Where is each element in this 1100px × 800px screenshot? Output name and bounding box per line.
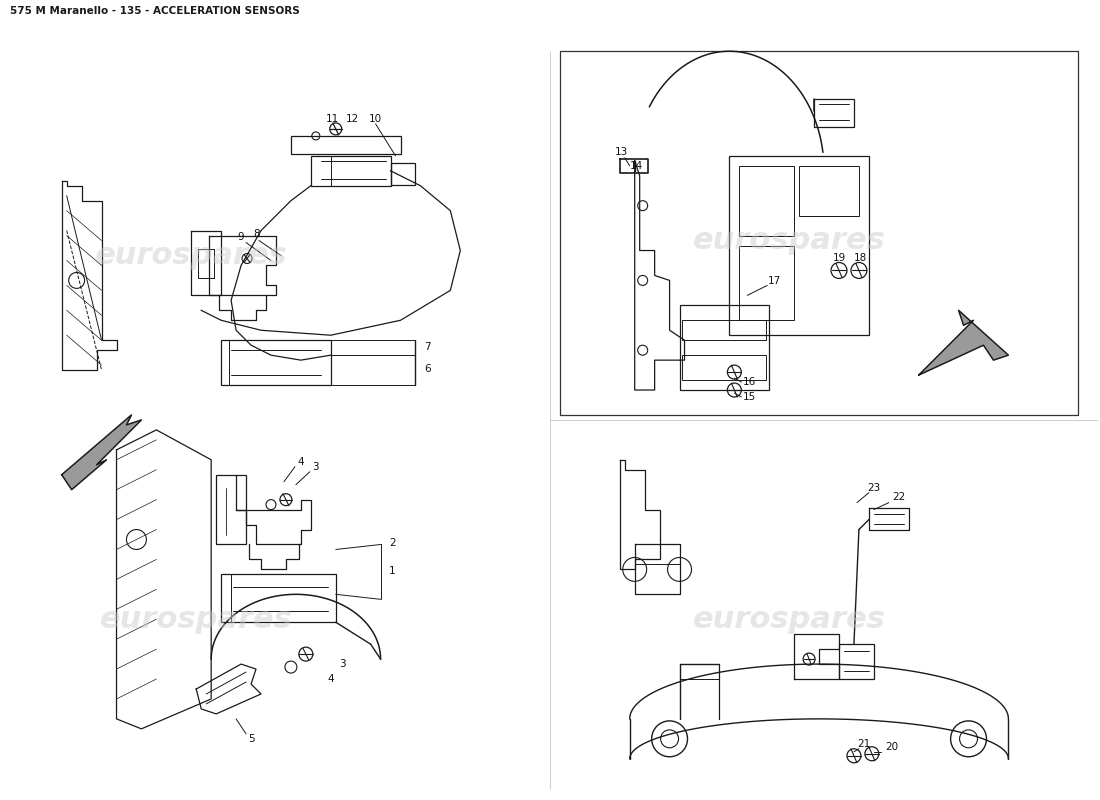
- Text: 15: 15: [742, 392, 756, 402]
- Bar: [390, 163, 416, 185]
- Bar: [217, 474, 246, 545]
- Text: 575 M Maranello - 135 - ACCELERATION SENSORS: 575 M Maranello - 135 - ACCELERATION SEN…: [10, 6, 299, 16]
- Text: eurospares: eurospares: [95, 241, 287, 270]
- Text: 6: 6: [425, 364, 431, 374]
- Text: 3: 3: [340, 659, 346, 669]
- Text: 20: 20: [886, 742, 899, 752]
- Text: eurospares: eurospares: [100, 605, 293, 634]
- Text: 16: 16: [742, 377, 756, 387]
- Text: 9: 9: [238, 231, 244, 242]
- Bar: [682, 320, 767, 340]
- Text: 8: 8: [254, 229, 261, 238]
- Text: 14: 14: [630, 161, 644, 171]
- Text: 11: 11: [326, 114, 340, 124]
- Polygon shape: [918, 310, 1009, 375]
- Bar: [799, 166, 859, 216]
- Polygon shape: [62, 415, 142, 490]
- Bar: [290, 136, 400, 154]
- Bar: [221, 574, 336, 622]
- Bar: [680, 306, 769, 390]
- Bar: [729, 156, 869, 335]
- Bar: [221, 340, 331, 385]
- Bar: [739, 246, 794, 320]
- Text: 10: 10: [368, 114, 382, 124]
- Text: 3: 3: [312, 462, 319, 472]
- Text: eurospares: eurospares: [693, 226, 886, 255]
- Text: 21: 21: [857, 739, 870, 749]
- Bar: [739, 166, 794, 235]
- Text: 7: 7: [425, 342, 431, 352]
- Bar: [682, 355, 767, 380]
- Text: 13: 13: [615, 147, 628, 157]
- Text: 23: 23: [867, 482, 880, 493]
- Text: 1: 1: [389, 566, 396, 577]
- Text: 4: 4: [298, 457, 305, 466]
- Bar: [814, 99, 854, 127]
- Text: 12: 12: [346, 114, 360, 124]
- Text: 22: 22: [892, 492, 905, 502]
- Text: 5: 5: [248, 734, 254, 744]
- Text: 17: 17: [768, 277, 781, 286]
- Text: 18: 18: [855, 254, 868, 263]
- Bar: [311, 156, 390, 186]
- Bar: [839, 644, 873, 679]
- Bar: [560, 51, 1078, 415]
- Text: eurospares: eurospares: [693, 605, 886, 634]
- Text: 19: 19: [833, 254, 846, 263]
- Text: 2: 2: [389, 538, 396, 547]
- Text: 4: 4: [328, 674, 334, 684]
